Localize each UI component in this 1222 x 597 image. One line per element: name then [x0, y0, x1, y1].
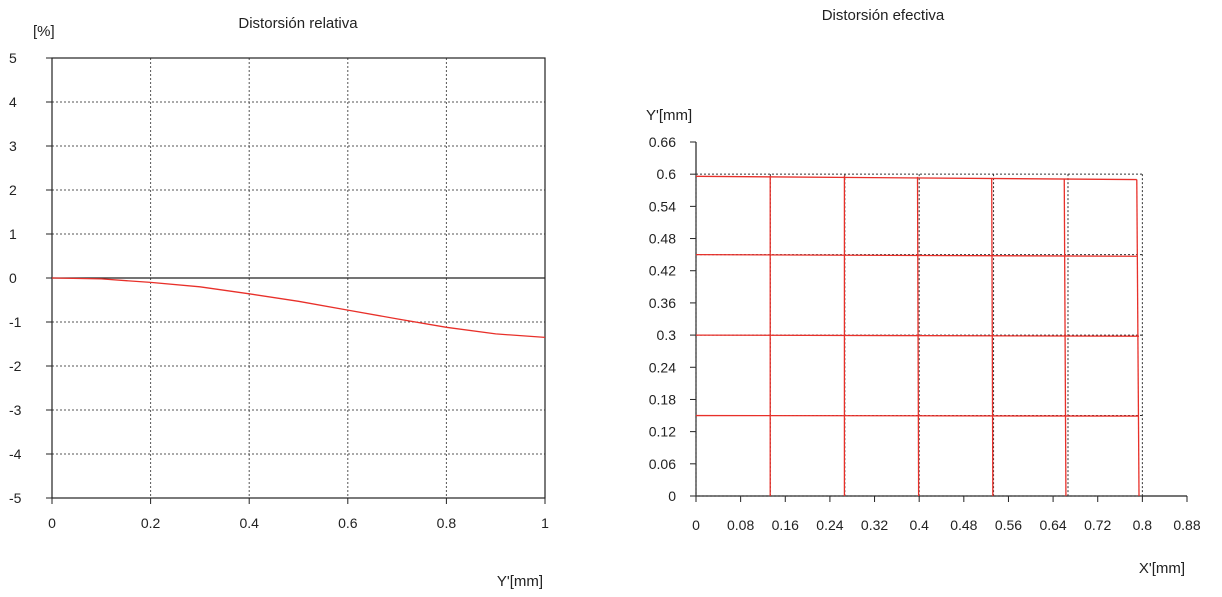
effective-x-tick-label: 0.8 [1133, 517, 1153, 533]
relative-x-tick-label: 0.4 [239, 515, 259, 531]
relative-y-tick-label: -5 [9, 490, 22, 506]
relative-grid [52, 58, 545, 498]
effective-y-tick-label: 0 [668, 488, 676, 504]
effective-x-tick-label: 0.64 [1039, 517, 1066, 533]
relative-y-axis-label: [%] [33, 23, 55, 40]
distorted-grid-vertical [991, 177, 994, 497]
effective-y-tick-label: 0.06 [649, 456, 676, 472]
effective-distorted-grid [695, 175, 1140, 497]
distorted-grid-vertical [1136, 179, 1140, 497]
relative-y-tick-label: -3 [9, 402, 22, 418]
relative-x-tick-label: 0 [48, 515, 56, 531]
relative-y-tick-label: -1 [9, 314, 22, 330]
effective-x-ticks: 0 0.08 0.16 0.24 0.32 0.4 0.48 0.56 0.64 0.72 0.8 0… [692, 496, 1201, 533]
relative-y-tick-label: 2 [9, 182, 17, 198]
effective-x-tick-label: 0.56 [995, 517, 1022, 533]
distorted-grid-horizontal [695, 334, 1140, 337]
effective-y-tick-label: 0.6 [657, 166, 677, 182]
distorted-grid-horizontal [695, 253, 1137, 257]
relative-y-ticks: 5 4 3 2 1 0 -1 -2 -3 -4 -5 [9, 50, 52, 506]
relative-distortion-line [51, 277, 546, 339]
effective-distortion-chart: Distorsión efectiva Y'[mm] X'[mm] 0 0.08 0… [646, 7, 1201, 577]
distorted-grid-horizontal [695, 175, 1137, 181]
effective-y-tick-label: 0.36 [649, 295, 676, 311]
relative-y-tick-label: -4 [9, 446, 22, 462]
effective-y-tick-label: 0.66 [649, 134, 676, 150]
effective-x-tick-label: 0.16 [772, 517, 799, 533]
relative-y-tick-label: 0 [9, 270, 17, 286]
effective-x-tick-label: 0.08 [727, 517, 754, 533]
effective-y-tick-label: 0.24 [649, 359, 676, 375]
relative-x-axis-label: Y'[mm] [497, 573, 543, 590]
relative-y-tick-label: 4 [9, 94, 17, 110]
effective-y-tick-label: 0.12 [649, 424, 676, 440]
distorted-grid-vertical [916, 176, 920, 497]
relative-distortion-chart: Distorsión relativa [%] Y'[mm] 0 0.2 0.4 0.… [9, 15, 549, 590]
effective-x-tick-label: 0.48 [950, 517, 977, 533]
distorted-grid-horizontal [695, 414, 1140, 417]
relative-y-tick-label: 3 [9, 138, 17, 154]
relative-y-tick-label: -2 [9, 358, 22, 374]
effective-y-tick-label: 0.3 [657, 327, 677, 343]
effective-y-tick-label: 0.54 [649, 198, 676, 214]
effective-x-tick-label: 0.32 [861, 517, 888, 533]
distorted-grid-vertical [1063, 178, 1067, 497]
relative-x-tick-label: 1 [541, 515, 549, 531]
relative-series [51, 277, 546, 339]
effective-y-tick-label: 0.42 [649, 263, 676, 279]
relative-x-tick-label: 0.6 [338, 515, 358, 531]
effective-y-ticks: 0.66 0.6 0.54 0.48 0.42 0.36 0.3 0.24 0.18 0.12 0.… [649, 134, 696, 504]
effective-x-tick-label: 0.88 [1173, 517, 1200, 533]
relative-x-tick-label: 0.2 [141, 515, 161, 531]
relative-x-tick-label: 0.8 [437, 515, 457, 531]
effective-x-tick-label: 0.4 [909, 517, 929, 533]
effective-y-tick-label: 0.18 [649, 391, 676, 407]
relative-x-ticks: 0 0.2 0.4 0.6 0.8 1 [48, 498, 549, 531]
relative-y-tick-label: 5 [9, 50, 17, 66]
effective-x-tick-label: 0 [692, 517, 700, 533]
effective-y-axis-label: Y'[mm] [646, 107, 692, 124]
effective-x-tick-label: 0.24 [816, 517, 843, 533]
effective-x-axis-label: X'[mm] [1139, 560, 1185, 577]
effective-y-tick-label: 0.48 [649, 231, 676, 247]
effective-x-tick-label: 0.72 [1084, 517, 1111, 533]
relative-chart-title: Distorsión relativa [238, 15, 358, 32]
relative-y-tick-label: 1 [9, 226, 17, 242]
effective-chart-title: Distorsión efectiva [822, 7, 945, 24]
